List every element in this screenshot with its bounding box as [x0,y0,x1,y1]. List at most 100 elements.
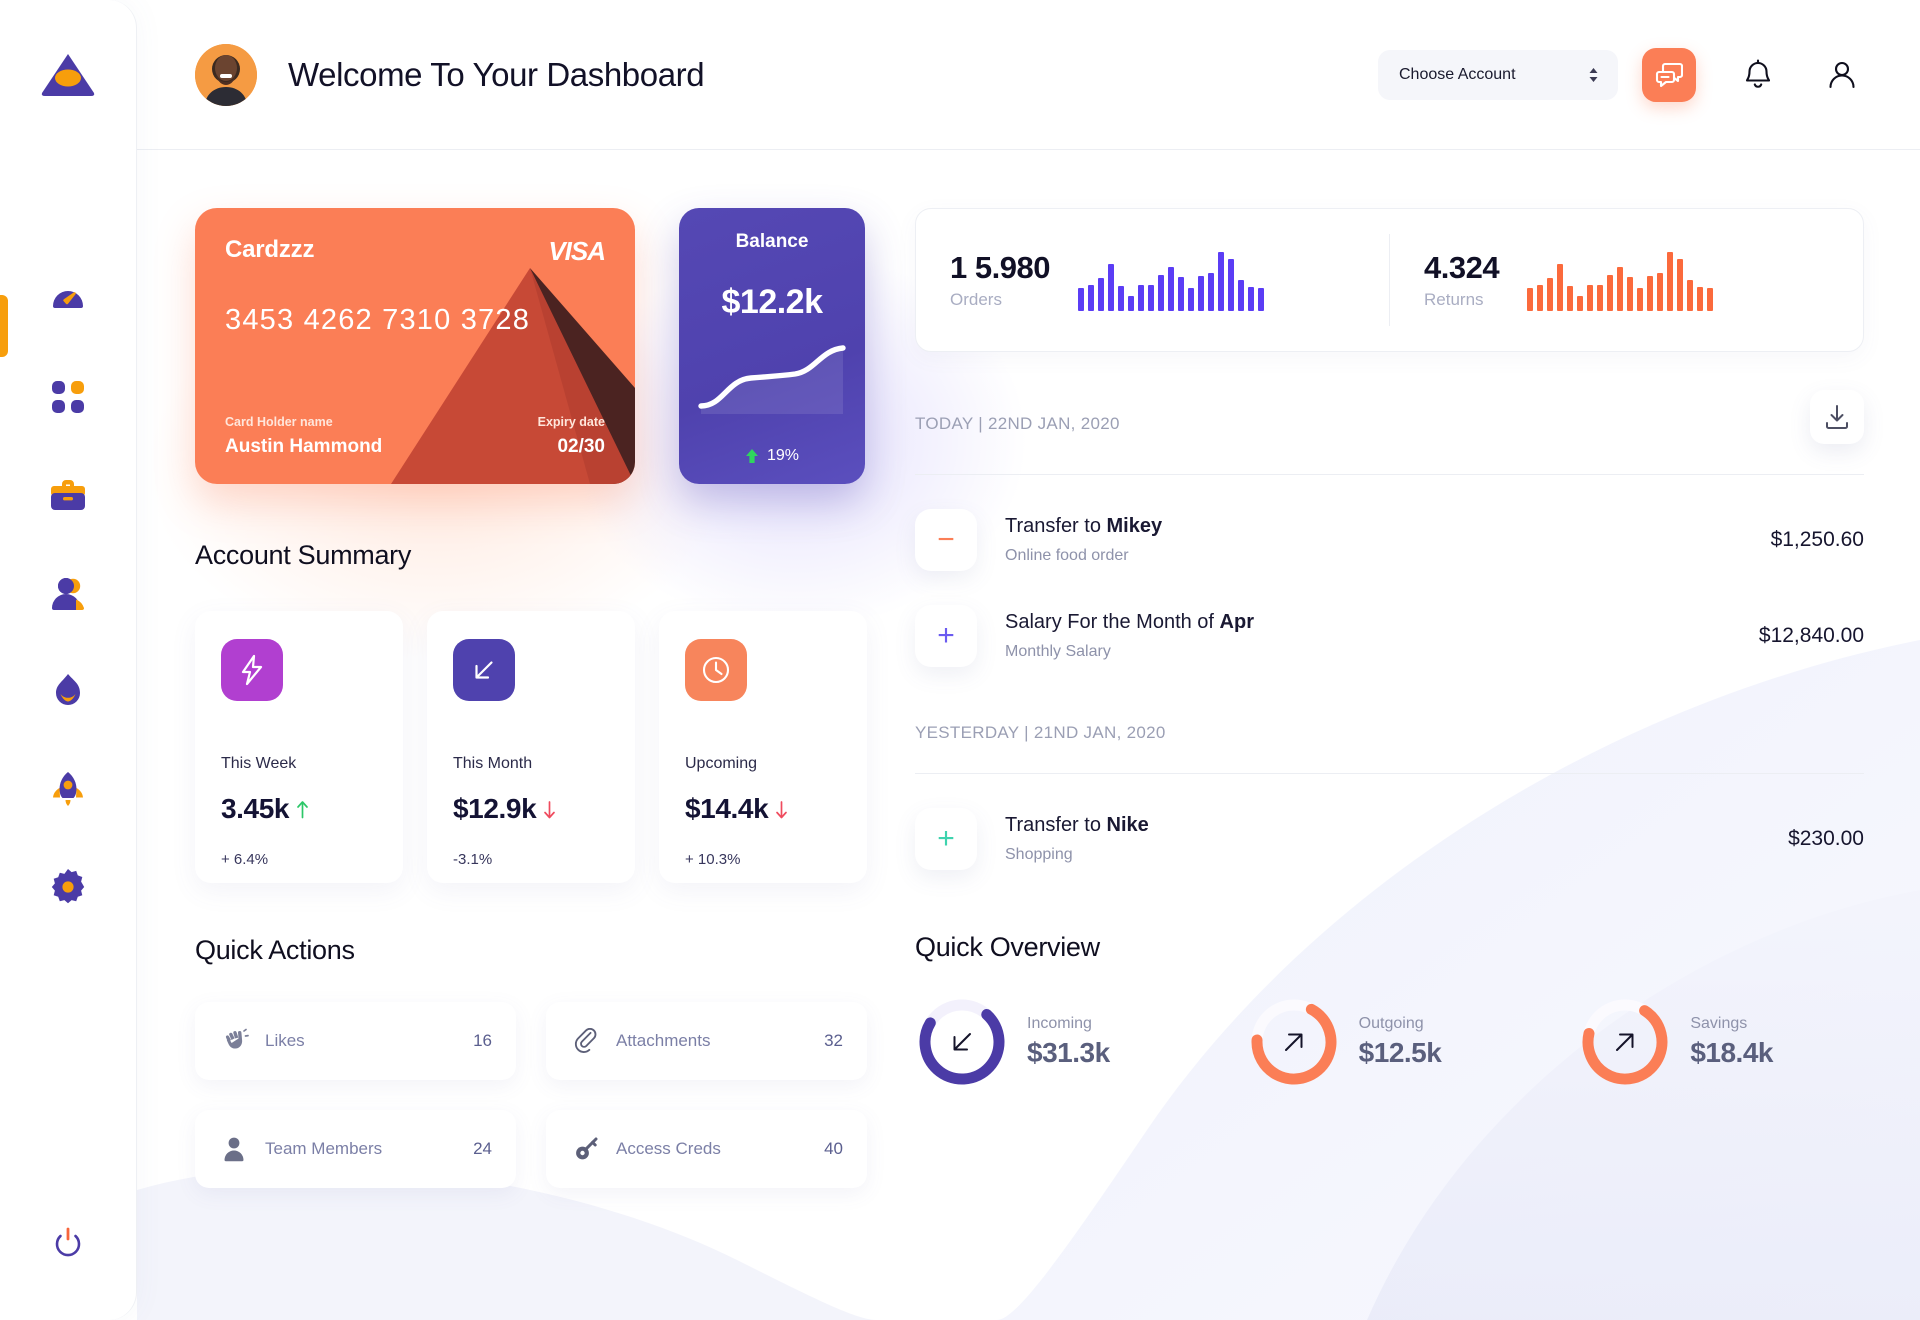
download-icon [1826,405,1848,429]
arrow-up-icon [297,800,308,818]
overview-ring [1247,995,1341,1089]
transaction-amount: $1,250.60 [1770,528,1864,551]
content-area: Cardzzz VISA 3453 4262 7310 3728 Card Ho… [137,150,1920,1320]
arrow-down-icon [776,800,788,818]
power-icon [55,1227,81,1257]
account-select[interactable]: Choose Account [1378,49,1618,100]
transactions-day-header: YESTERDAY | 21ND JAN, 2020 [915,723,1864,774]
right-column: 1 5.980 Orders [915,208,1864,1320]
chevron-updown-icon [1589,67,1598,82]
transaction-row[interactable]: + Transfer to Nike Shopping $230.00 [915,774,1864,870]
sidebar-item-launch[interactable] [46,767,90,811]
messages-button[interactable] [1642,47,1696,102]
sidebar-item-apps[interactable] [46,375,90,419]
transaction-title-prefix: Transfer to [1005,814,1107,836]
quick-action-access-creds[interactable]: Access Creds 40 [546,1110,867,1188]
profile-button[interactable] [1820,53,1864,97]
rocket-icon [53,772,83,806]
card-holder-label: Card Holder name [225,415,333,429]
transaction-subtitle: Shopping [1005,846,1073,863]
balance-amount: $12.2k [721,283,824,321]
balance-change: 19% [679,447,865,465]
overview-ring [1578,995,1672,1089]
avatar[interactable] [195,43,257,106]
balance-sparkline [698,345,846,414]
left-column: Cardzzz VISA 3453 4262 7310 3728 Card Ho… [195,208,867,1320]
quick-action-label: Attachments [616,1031,711,1050]
balance-title: Balance [735,231,809,252]
quick-actions-section: Quick Actions [195,935,867,1188]
sidebar-item-profile[interactable] [46,571,90,615]
cards-row: Cardzzz VISA 3453 4262 7310 3728 Card Ho… [195,208,867,484]
overview-savings[interactable]: Savings $18.4k [1578,995,1864,1089]
transaction-amount: $230.00 [1788,827,1864,850]
quick-action-count: 40 [824,1139,843,1158]
sidebar-item-work[interactable] [46,473,90,517]
quick-action-label: Team Members [265,1139,383,1158]
quick-action-team-members[interactable]: Team Members 24 [195,1110,516,1188]
triangle-logo-icon [41,54,95,96]
header-actions: Choose Account [1378,47,1864,102]
paperclip-icon [574,1028,604,1054]
sidebar-item-trending[interactable] [46,669,90,713]
person-filled-icon [223,1136,253,1162]
transaction-details: Transfer to Mikey Online food order [1005,515,1162,565]
brand-logo[interactable] [40,52,96,103]
clock-icon [702,656,730,684]
summary-card-value-row: $14.4k [685,793,841,825]
power-button[interactable] [51,1225,85,1264]
transactions-day-header: TODAY | 22ND JAN, 2020 [915,390,1864,475]
card-network: VISA [548,236,606,266]
overview-value: $31.3k [1027,1037,1110,1068]
quick-action-count: 32 [824,1031,843,1050]
page-title: Welcome To Your Dashboard [288,55,705,93]
quick-action-attachments[interactable]: Attachments 32 [546,1002,867,1080]
stat-orders: 1 5.980 Orders [916,249,1389,311]
overview-value: $18.4k [1690,1037,1773,1068]
credit-card[interactable]: Cardzzz VISA 3453 4262 7310 3728 Card Ho… [195,208,635,484]
transaction-subtitle: Monthly Salary [1005,643,1111,660]
quick-action-likes[interactable]: Likes 16 [195,1002,516,1080]
arrow-down-left-icon [915,995,1009,1089]
card-brand: Cardzzz [225,236,315,263]
arrow-up-right-icon [1578,995,1672,1089]
balance-card[interactable]: Balance $12.2k 19% [679,208,865,484]
quick-actions-title: Quick Actions [195,935,355,965]
quick-overview-grid: Incoming $31.3k [915,995,1864,1089]
account-summary-grid: This Week 3.45k + 6.4% [195,611,867,883]
summary-card[interactable]: This Week 3.45k + 6.4% [195,611,403,883]
quick-actions-grid: Likes 16 Attachments 32 [195,1002,867,1188]
summary-card-icon [221,639,283,701]
grid-icon [52,381,84,413]
summary-card[interactable]: Upcoming $14.4k + 10.3% [659,611,867,883]
transaction-details: Salary For the Month of Apr Monthly Sala… [1005,611,1254,661]
stat-returns: 4.324 Returns [1390,249,1863,311]
stat-orders-value: 1 5.980 [950,250,1050,285]
transaction-row[interactable]: − Transfer to Mikey Online food order $1… [915,475,1864,571]
transaction-title-bold: Mikey [1106,515,1163,537]
overview-outgoing[interactable]: Outgoing $12.5k [1247,995,1533,1089]
download-button[interactable] [1810,390,1864,444]
stat-returns-label: Returns [1424,290,1484,309]
sidebar-item-settings[interactable] [46,865,90,909]
transaction-sign: + [915,808,977,870]
sidebar-nav [46,277,90,909]
card-expiry-label: Expiry date [537,415,605,429]
transaction-sign: + [915,605,977,667]
summary-card-value-row: $12.9k [453,793,609,825]
card-holder-name: Austin Hammond [225,436,383,457]
speedometer-icon [53,291,83,308]
summary-card[interactable]: This Month $12.9k -3.1% [427,611,635,883]
overview-text: Incoming $31.3k [1027,1015,1110,1069]
notifications-button[interactable] [1736,53,1780,97]
transaction-title: Transfer to Nike [1005,814,1149,837]
transaction-row[interactable]: + Salary For the Month of Apr Monthly Sa… [915,571,1864,667]
stat-returns-value: 4.324 [1424,250,1500,285]
transaction-sign: − [915,509,977,571]
sidebar-item-dashboard[interactable] [46,277,90,321]
overview-incoming[interactable]: Incoming $31.3k [915,995,1201,1089]
arrow-down-icon [544,800,556,818]
summary-card-label: Upcoming [685,755,758,772]
avatar-image [195,43,257,106]
